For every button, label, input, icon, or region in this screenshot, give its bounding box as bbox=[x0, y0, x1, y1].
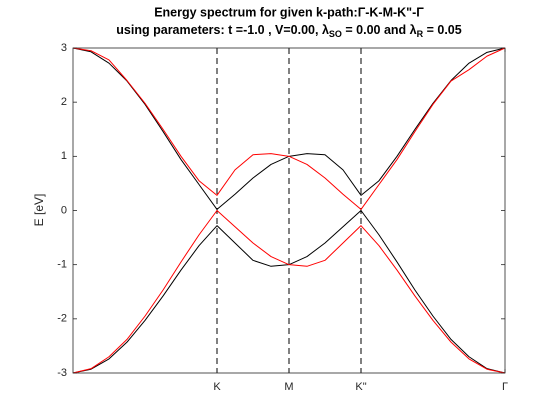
y-tick-label: 3 bbox=[61, 42, 67, 54]
x-tick-label: K bbox=[213, 381, 221, 393]
axes-box bbox=[72, 47, 506, 374]
subtitle-part: λ bbox=[410, 23, 417, 37]
x-tick-label: Γ bbox=[502, 381, 508, 393]
y-tick-label: 2 bbox=[61, 96, 67, 108]
subtitle-part: = 0.05 bbox=[423, 23, 462, 37]
subtitle-subscript: SO bbox=[329, 29, 342, 39]
y-axis-label: E [eV] bbox=[32, 194, 46, 227]
x-tick-label: K" bbox=[355, 381, 366, 393]
plot-area: -3 -2 -1 0 1 2 3 K M K" Γ bbox=[57, 42, 508, 393]
chart-title: Energy spectrum for given k-path:Γ-K-M-K… bbox=[154, 5, 424, 19]
subtitle-part: using parameters: t =-1.0 , V=0.00, bbox=[116, 23, 322, 37]
band-line bbox=[72, 210, 506, 374]
x-tick-label: M bbox=[284, 381, 293, 393]
y-tick-label: -2 bbox=[57, 313, 67, 325]
y-tick-label: -1 bbox=[57, 259, 67, 271]
band-line bbox=[72, 47, 506, 210]
subtitle-part: λ bbox=[322, 23, 329, 37]
y-tick-label: 1 bbox=[61, 150, 67, 162]
subtitle-part: = 0.00 and bbox=[342, 23, 410, 37]
subtitle-subscript: R bbox=[417, 29, 424, 39]
chart-subtitle: using parameters: t =-1.0 , V=0.00, λSO … bbox=[116, 23, 461, 39]
y-tick-label: -3 bbox=[57, 367, 67, 379]
y-tick-label: 0 bbox=[61, 204, 67, 216]
